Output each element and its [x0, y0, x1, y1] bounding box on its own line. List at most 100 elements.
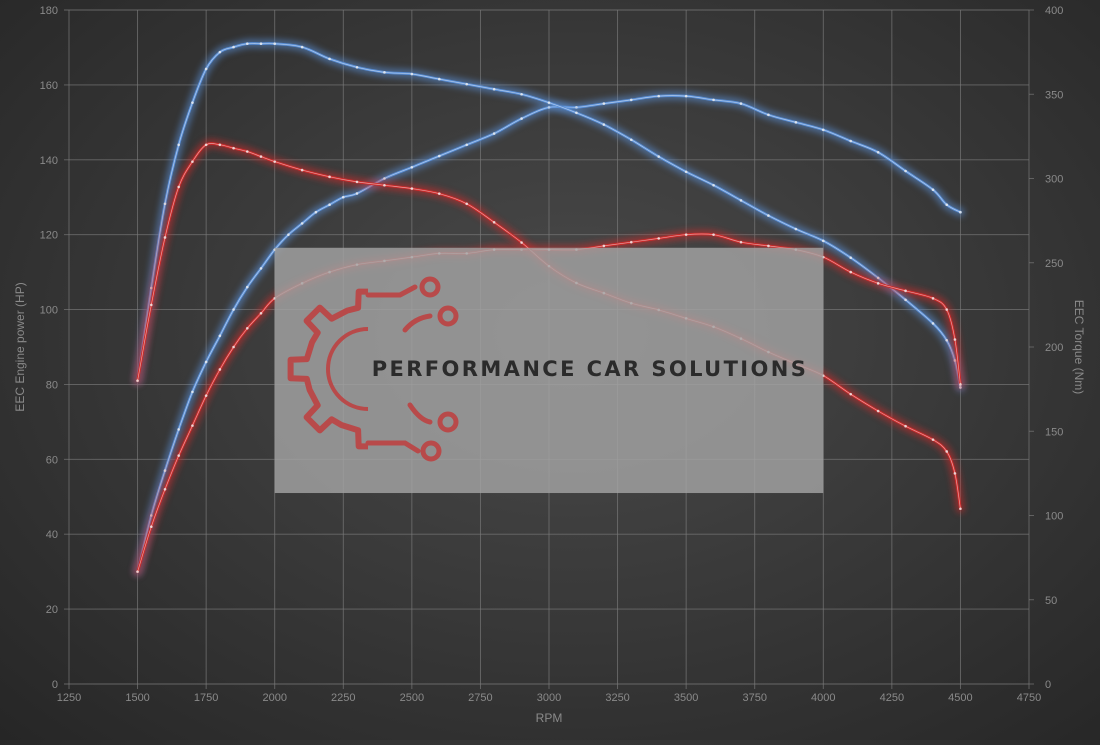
data-point	[177, 185, 181, 189]
data-point	[876, 409, 880, 413]
data-point	[767, 113, 770, 117]
x-tick-label: 2750	[468, 692, 492, 704]
series-highlight	[137, 95, 961, 572]
data-point	[410, 72, 414, 76]
data-point	[657, 155, 661, 158]
data-point	[245, 42, 249, 45]
data-point	[177, 454, 181, 457]
data-point	[629, 240, 633, 244]
data-point	[314, 210, 318, 214]
data-point	[191, 424, 194, 427]
x-tick-label: 4000	[811, 692, 835, 704]
y-tick-label: 100	[40, 305, 58, 317]
data-point	[259, 155, 263, 158]
data-point	[629, 98, 633, 102]
data-point	[437, 77, 441, 81]
data-point	[931, 438, 935, 441]
y-tick-label: 160	[40, 80, 58, 92]
y2-tick-label: 150	[1045, 426, 1063, 438]
data-point	[904, 169, 907, 173]
series-highlight	[137, 43, 961, 388]
data-point	[273, 160, 277, 163]
data-point	[657, 94, 661, 98]
y2-tick-label: 350	[1045, 89, 1063, 101]
data-point	[876, 282, 880, 285]
y2-tick-label: 50	[1045, 595, 1057, 607]
y-tick-label: 180	[40, 5, 58, 17]
x-tick-label: 4500	[948, 692, 972, 704]
x-tick-label: 3250	[605, 692, 629, 704]
data-point	[437, 192, 441, 195]
data-point	[163, 469, 167, 472]
data-point	[602, 123, 606, 126]
x-tick-label: 3500	[674, 692, 698, 704]
circuit-trace	[402, 313, 433, 333]
data-point	[355, 65, 359, 69]
y-tick-label: 140	[40, 155, 58, 167]
data-point	[328, 175, 331, 179]
gear-icon	[287, 276, 459, 462]
data-point	[232, 345, 235, 349]
y2-tick-label: 0	[1045, 679, 1051, 691]
watermark-logo: PERFORMANCE CAR SOLUTIONS	[274, 247, 824, 494]
x-tick-label: 4250	[880, 692, 904, 704]
circuit-node	[437, 411, 459, 433]
data-point	[437, 154, 441, 158]
circuit-node	[437, 305, 459, 327]
data-point	[657, 237, 661, 240]
data-point	[149, 525, 153, 529]
y-tick-label: 60	[46, 454, 58, 466]
y2-tick-label: 250	[1045, 258, 1063, 270]
y-tick-label: 40	[46, 529, 58, 541]
x-tick-label: 1500	[125, 692, 149, 704]
data-point	[602, 244, 606, 248]
data-point	[945, 203, 949, 207]
data-point	[328, 57, 331, 61]
data-point	[328, 203, 331, 207]
data-point	[149, 303, 153, 307]
data-point	[232, 45, 235, 49]
data-point	[821, 239, 825, 243]
data-point	[383, 177, 386, 180]
data-point	[684, 170, 688, 174]
y-tick-label: 120	[40, 230, 58, 242]
data-point	[767, 214, 770, 217]
x-axis-title: RPM	[536, 711, 563, 725]
data-point	[849, 392, 853, 396]
data-point	[191, 160, 194, 163]
data-point	[232, 146, 235, 150]
data-point	[849, 256, 853, 259]
data-point	[383, 183, 386, 187]
data-point	[739, 240, 743, 244]
data-point	[712, 183, 715, 187]
data-point	[794, 227, 798, 231]
y2-tick-label: 400	[1045, 5, 1063, 17]
brand-name: PERFORMANCE CAR SOLUTIONS	[372, 357, 809, 381]
data-point	[259, 267, 263, 270]
data-point	[959, 210, 962, 214]
data-point	[245, 285, 249, 289]
data-point	[259, 42, 263, 45]
data-point	[629, 138, 633, 142]
data-point	[945, 338, 949, 342]
data-point	[712, 233, 715, 236]
data-point	[232, 308, 235, 311]
data-point	[904, 298, 907, 302]
data-point	[191, 101, 194, 104]
data-point	[945, 308, 949, 311]
gear-inner-arc	[326, 327, 369, 411]
data-point	[492, 87, 496, 91]
y-tick-label: 80	[46, 379, 58, 391]
data-point	[163, 202, 167, 206]
y-tick-label: 20	[46, 604, 58, 616]
data-point	[465, 202, 469, 206]
x-tick-label: 1750	[194, 692, 218, 704]
x-tick-label: 3750	[742, 692, 766, 704]
data-point	[684, 94, 688, 98]
data-point	[602, 102, 606, 105]
data-point	[959, 507, 962, 511]
data-point	[904, 424, 907, 428]
circuit-trace	[365, 284, 418, 298]
y2-axis-title: EEC Torque (Nm)	[1072, 300, 1086, 394]
